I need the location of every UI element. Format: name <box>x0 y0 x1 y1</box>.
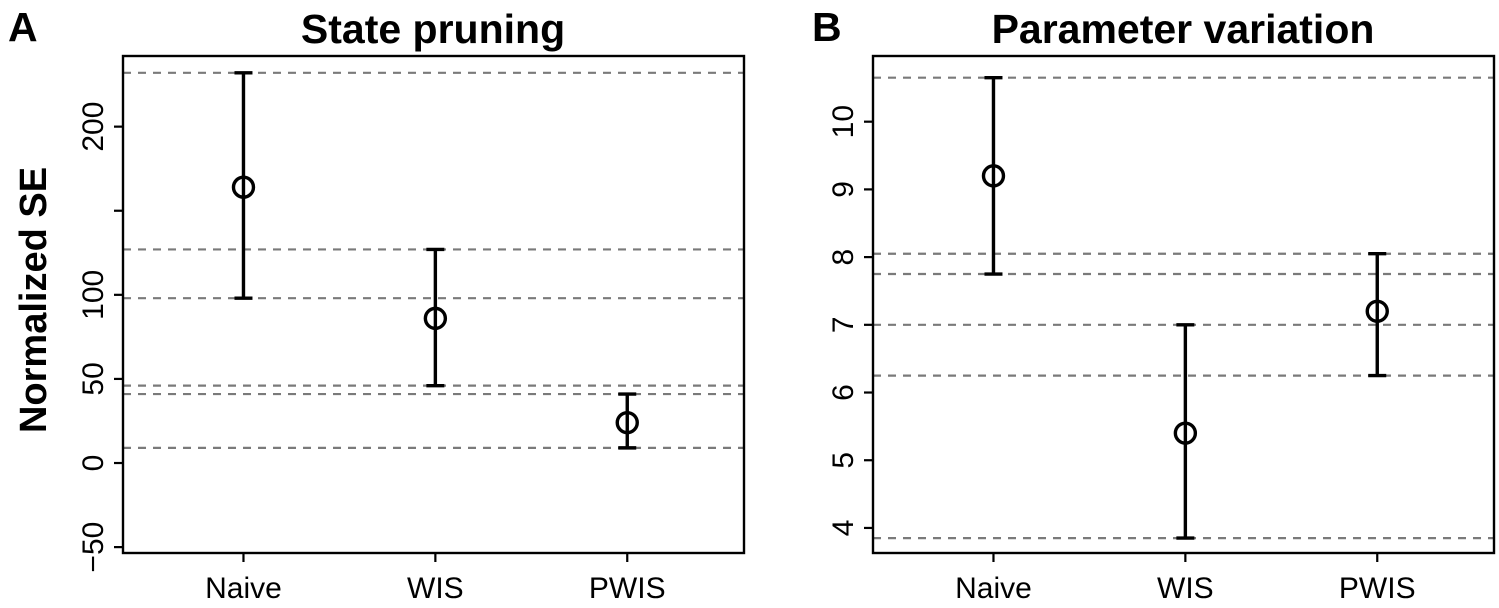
x-category-label: WIS <box>407 572 464 605</box>
panel-title-a: State pruning <box>301 6 565 52</box>
y-tick-label: 6 <box>827 384 860 401</box>
x-category-label: Naive <box>955 572 1032 605</box>
y-axis-title: Normalized SE <box>13 167 55 433</box>
panel-title-b: Parameter variation <box>992 6 1375 52</box>
panel-label-a: A <box>8 4 38 50</box>
x-category-label: Naive <box>205 572 282 605</box>
point-marker <box>1173 421 1198 445</box>
point-marker <box>981 164 1006 188</box>
point-marker <box>423 306 448 331</box>
panel-state-pruning: A State pruning Normalized SE 200 100 50 0 −… <box>8 4 746 605</box>
plot-area-b: 10 9 8 7 6 5 4 Naive WIS PWIS <box>827 54 1496 605</box>
y-tick-label: 5 <box>827 452 860 469</box>
x-category-label: WIS <box>1157 572 1214 605</box>
x-category-label: PWIS <box>589 572 666 605</box>
y-tick-label: 0 <box>77 455 110 472</box>
plot-box <box>871 54 1496 555</box>
point-marker <box>1365 299 1389 323</box>
point-marker <box>615 410 639 435</box>
y-tick-label: 8 <box>827 249 860 266</box>
panel-label-b: B <box>812 4 842 50</box>
y-tick-label: −50 <box>77 522 110 573</box>
y-tick-label: 200 <box>77 102 110 152</box>
y-tick-label: 9 <box>827 181 860 198</box>
y-tick-label: 10 <box>827 105 860 138</box>
y-tick-label: 7 <box>827 316 860 333</box>
y-tick-label: 4 <box>827 520 860 537</box>
panel-parameter-variation: B Parameter variation 10 9 8 7 6 5 4 Naive WIS PW… <box>812 4 1496 605</box>
point-marker <box>231 175 256 199</box>
x-category-label: PWIS <box>1339 572 1416 605</box>
y-tick-label: 50 <box>77 362 110 395</box>
plot-area-a: 200 100 50 0 −50 Naive WIS PWIS <box>77 54 746 605</box>
plot-box <box>121 54 746 555</box>
y-tick-label: 100 <box>77 270 110 320</box>
